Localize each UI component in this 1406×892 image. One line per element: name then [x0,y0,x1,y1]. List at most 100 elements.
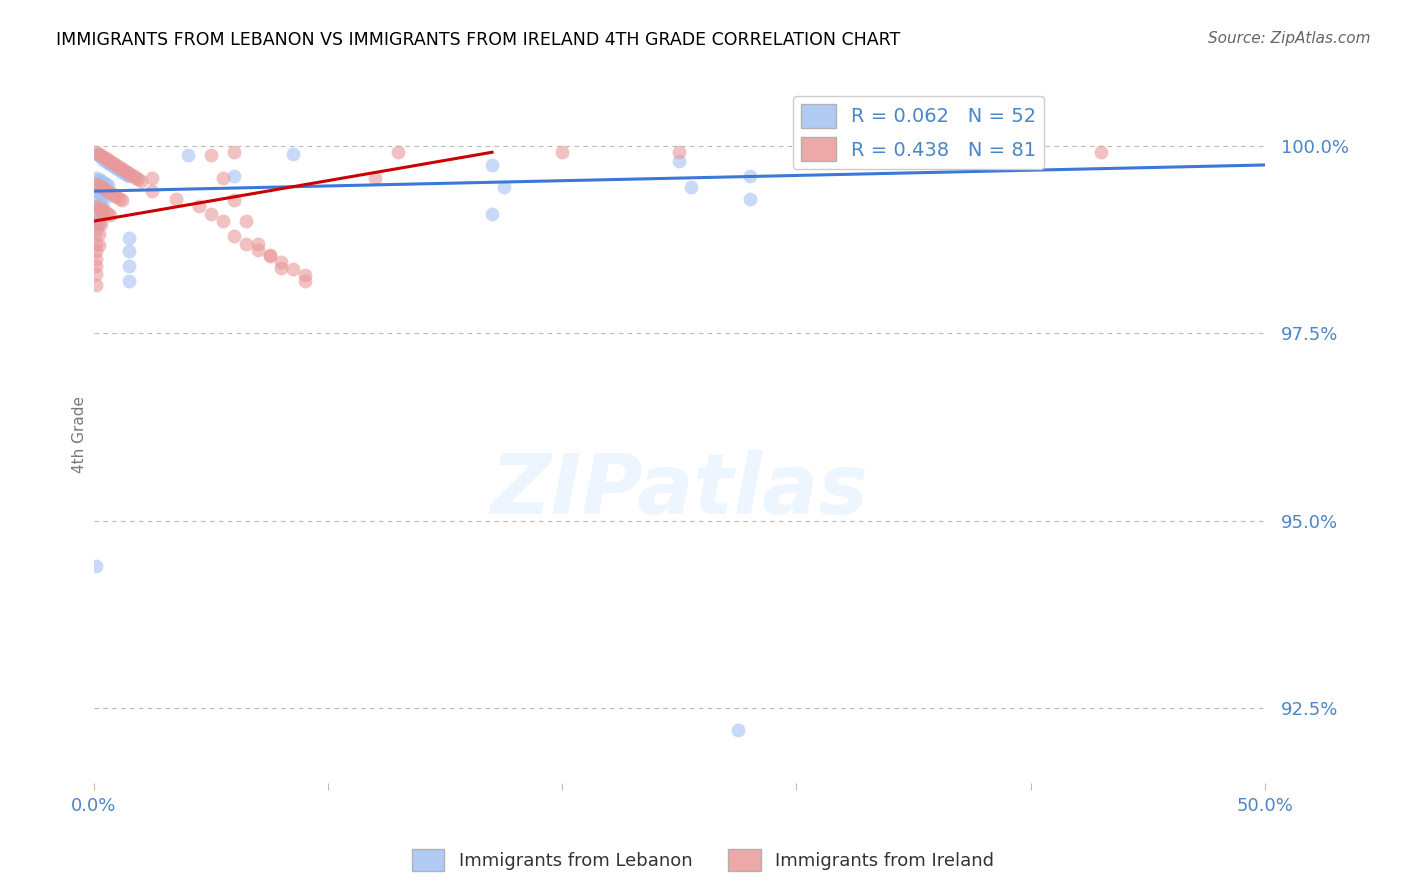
Point [246,236,269,251]
Point [1090,145,1112,160]
Point [108,160,131,174]
Point [98,154,121,169]
Point [551,145,574,160]
Point [200,148,222,162]
Point [84,146,107,161]
Point [668,154,690,169]
Point [294,268,316,282]
Point [224,169,246,184]
Point [94,183,117,197]
Point [84,277,107,292]
Point [84,267,107,281]
Point [270,255,292,269]
Point [176,148,198,162]
Text: ZIPatlas: ZIPatlas [491,450,869,531]
Point [111,161,134,176]
Point [97,155,120,169]
Point [87,208,110,222]
Point [98,186,121,200]
Point [87,178,110,193]
Point [91,201,114,215]
Point [492,180,515,194]
Point [281,146,304,161]
Point [115,168,138,182]
Point [118,169,141,184]
Point [105,159,128,173]
Point [235,236,257,251]
Point [91,150,114,164]
Point [97,178,120,193]
Point [270,260,292,275]
Point [127,172,149,186]
Point [84,236,107,251]
Point [118,274,141,288]
Point [87,148,110,162]
Point [188,199,211,213]
Point [211,214,233,228]
Point [98,157,121,171]
Point [681,180,703,194]
Point [97,153,120,167]
Point [104,157,127,171]
Point [118,259,141,273]
Point [105,190,128,204]
Point [84,252,107,266]
Point [84,199,107,213]
Point [364,170,387,185]
Point [87,186,110,200]
Point [235,214,257,228]
Point [84,184,107,198]
Point [118,230,141,244]
Point [224,229,246,244]
Point [91,181,114,195]
Point [90,179,112,194]
Point [112,163,135,178]
Point [84,214,107,228]
Point [481,207,503,221]
Point [115,165,138,179]
Text: Source: ZipAtlas.com: Source: ZipAtlas.com [1208,31,1371,46]
Point [481,158,503,172]
Point [90,199,112,213]
Point [84,221,107,235]
Point [90,217,112,231]
Point [84,177,107,191]
Point [94,190,117,204]
Point [87,172,110,186]
Point [94,154,117,169]
Point [84,214,107,228]
Point [94,205,117,219]
Point [84,259,107,273]
Point [294,274,316,288]
Point [84,195,107,210]
Point [727,723,749,738]
Point [738,192,761,206]
Point [111,165,134,179]
Point [104,160,127,174]
Point [101,159,124,173]
Legend: R = 0.062   N = 52, R = 0.438   N = 81: R = 0.062 N = 52, R = 0.438 N = 81 [793,96,1045,169]
Point [87,146,110,161]
Point [84,207,107,221]
Point [104,188,127,202]
Point [87,216,110,230]
Point [141,170,163,185]
Point [101,187,124,202]
Point [118,244,141,258]
Point [87,227,110,241]
Point [112,166,135,180]
Point [122,169,145,184]
Point [90,187,112,202]
Point [129,174,152,188]
Point [224,145,246,160]
Point [84,170,107,185]
Point [87,216,110,230]
Point [246,243,269,257]
Point [949,139,972,153]
Point [97,184,120,198]
Point [281,262,304,277]
Point [97,207,120,221]
Point [200,207,222,221]
Point [224,193,246,207]
Text: IMMIGRANTS FROM LEBANON VS IMMIGRANTS FROM IRELAND 4TH GRADE CORRELATION CHART: IMMIGRANTS FROM LEBANON VS IMMIGRANTS FR… [56,31,900,49]
